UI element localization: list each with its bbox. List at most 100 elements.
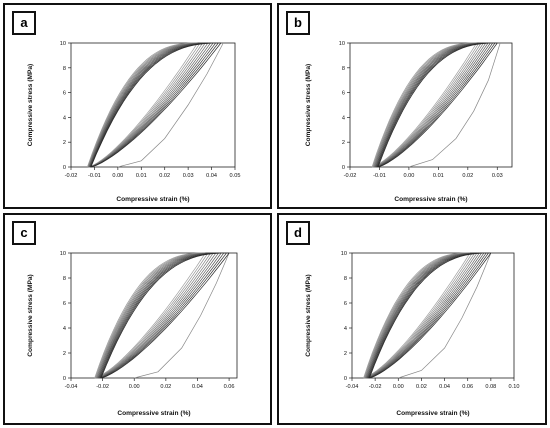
x-tick-label: 0.02	[462, 173, 473, 179]
x-tick-label: 0.00	[129, 384, 140, 390]
unload-curve	[371, 42, 477, 168]
y-tick-label: 6	[342, 91, 345, 97]
y-tick-label: 10	[341, 251, 347, 257]
y-tick-label: 6	[63, 301, 66, 307]
panel-label: d	[286, 221, 310, 245]
y-tick-label: 2	[344, 351, 347, 357]
reload-curve	[377, 42, 498, 168]
unload-curve	[369, 252, 491, 379]
reload-curve	[365, 252, 480, 379]
y-tick-label: 6	[344, 301, 347, 307]
x-tick-label: 0.04	[206, 173, 217, 179]
unload-curve	[95, 252, 208, 379]
y-tick-label: 0	[342, 165, 345, 171]
y-tick-label: 8	[342, 66, 345, 72]
x-tick-label: 0.03	[492, 173, 503, 179]
unload-curve	[96, 252, 214, 379]
x-tick-label: 0.10	[509, 384, 520, 390]
reload-curve	[99, 252, 225, 379]
x-tick-label: -0.02	[344, 173, 357, 179]
x-tick-label: 0.04	[439, 384, 450, 390]
panel-label: b	[286, 11, 310, 35]
y-tick-label: 0	[344, 376, 347, 382]
reload-curve	[96, 252, 214, 379]
y-tick-label: 2	[342, 140, 345, 146]
x-tick-label: 0.01	[136, 173, 147, 179]
unload-curve	[87, 42, 203, 168]
x-axis-label: Compressive strain (%)	[394, 196, 467, 203]
x-tick-label: 0.00	[403, 173, 414, 179]
unload-curve	[97, 252, 216, 379]
x-tick-label: -0.01	[88, 173, 101, 179]
first-loading-curve	[408, 42, 501, 168]
reload-curve	[376, 42, 493, 168]
y-axis-label: Compressive stress (MPa)	[305, 274, 312, 356]
reload-curve	[90, 42, 222, 168]
plot-frame	[70, 252, 238, 379]
reload-curve	[373, 42, 484, 168]
reload-curve	[367, 252, 487, 379]
reload-curve	[367, 252, 485, 379]
y-axis-label: Compressive stress (MPa)	[27, 64, 34, 146]
x-tick-label: 0.04	[192, 384, 203, 390]
y-axis-label: Compressive stress (MPa)	[27, 274, 34, 356]
x-tick-label: 0.02	[416, 384, 427, 390]
reload-curve	[88, 42, 203, 168]
x-tick-label: 0.06	[462, 384, 473, 390]
panel-label: c	[12, 221, 36, 245]
y-axis-label: Compressive stress (MPa)	[305, 64, 312, 146]
y-tick-label: 2	[63, 140, 66, 146]
y-tick-label: 4	[63, 115, 66, 121]
reload-curve	[88, 42, 201, 168]
x-axis-label: Compressive strain (%)	[116, 196, 189, 203]
first-loading-curve	[117, 42, 224, 168]
x-tick-label: 0.03	[183, 173, 194, 179]
reload-curve	[365, 252, 478, 379]
panel-label: a	[12, 11, 36, 35]
y-tick-label: 4	[63, 326, 66, 332]
reload-curve	[364, 252, 475, 379]
reload-curve	[95, 252, 211, 379]
reload-curve	[373, 42, 482, 168]
y-tick-label: 8	[63, 276, 66, 282]
reload-curve	[364, 252, 473, 379]
y-tick-label: 0	[63, 165, 66, 171]
reload-curve	[363, 252, 471, 379]
panel-d: d -0.04 -0.02 0.00 0.02 0.04 0.06 0.08 0.10 0 2 4 6…	[277, 213, 547, 425]
y-tick-label: 4	[342, 115, 345, 121]
x-axis-label: Compressive strain (%)	[396, 410, 469, 417]
x-tick-label: 0.06	[224, 384, 235, 390]
reload-curve	[372, 42, 480, 168]
reload-curve	[94, 252, 206, 379]
reload-curve	[375, 42, 489, 168]
reload-curve	[89, 42, 214, 168]
unload-curve	[87, 42, 201, 168]
y-tick-label: 8	[63, 66, 66, 72]
panel-c: c -0.04 -0.02 0.00 0.02 0.04 0.06 0 2 4 6 8 10 Compr…	[3, 213, 272, 425]
x-axis-label: Compressive strain (%)	[117, 410, 190, 417]
unload-curve	[94, 252, 206, 379]
x-tick-label: 0.05	[230, 173, 241, 179]
x-tick-label: 0.02	[160, 384, 171, 390]
unload-curve	[87, 42, 198, 168]
y-tick-label: 2	[63, 351, 66, 357]
x-tick-label: 0.00	[393, 384, 404, 390]
reload-curve	[375, 42, 491, 168]
reload-curve	[95, 252, 209, 379]
unload-curve	[372, 42, 479, 168]
plot-frame	[349, 42, 513, 168]
x-tick-label: -0.02	[96, 384, 109, 390]
unload-curve	[377, 42, 498, 168]
reload-curve	[100, 252, 230, 379]
x-tick-label: 0.08	[485, 384, 496, 390]
y-tick-label: 10	[339, 41, 345, 47]
plot-frame	[351, 252, 515, 379]
y-tick-label: 10	[60, 41, 66, 47]
x-tick-label: -0.04	[65, 384, 78, 390]
x-tick-label: 0.01	[433, 173, 444, 179]
panel-b: b -0.02 -0.01 0.00 0.01 0.02 0.03 0 2 4 6 8 10 Compr…	[277, 3, 547, 209]
plot-frame	[70, 42, 236, 168]
y-tick-label: 6	[63, 91, 66, 97]
y-tick-label: 4	[344, 326, 347, 332]
reload-curve	[100, 252, 227, 379]
